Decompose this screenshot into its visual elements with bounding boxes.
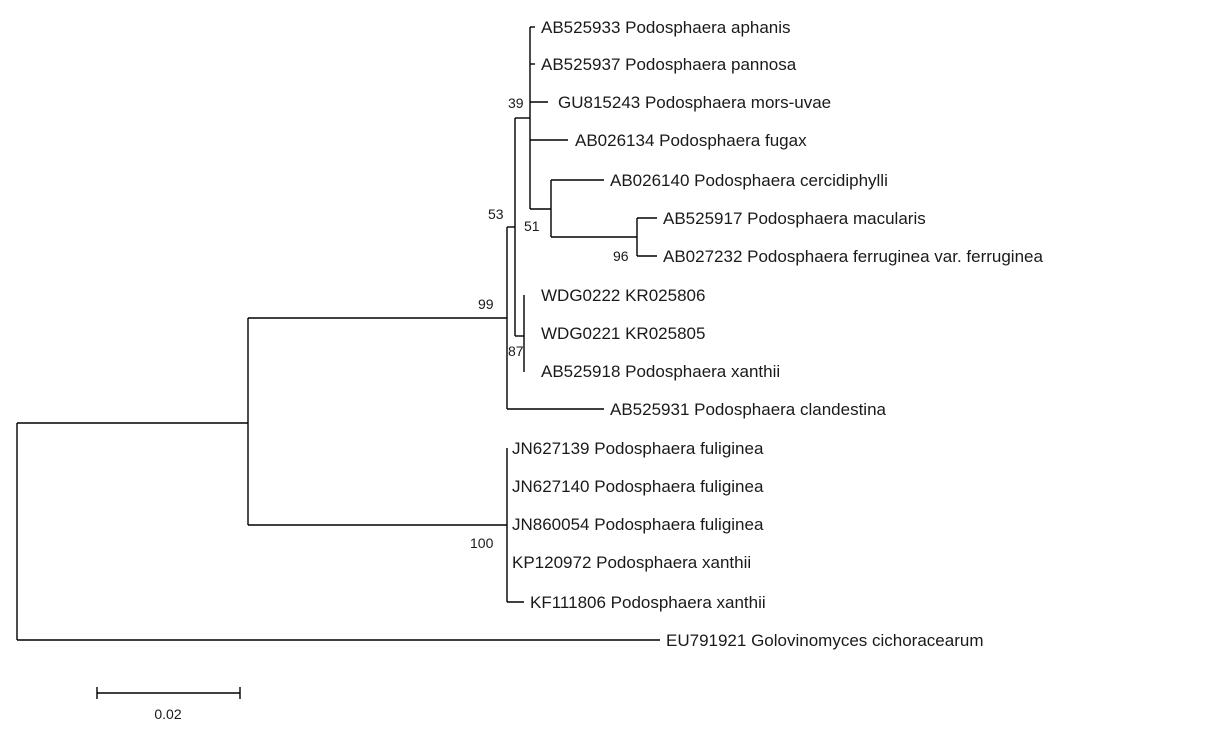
bootstrap-value: 99	[478, 296, 494, 312]
taxon-label: KF111806 Podosphaera xanthii	[530, 593, 766, 612]
scale-bar-label: 0.02	[154, 706, 181, 722]
taxon-labels: AB525933 Podosphaera aphanis AB525937 Po…	[512, 18, 1043, 650]
taxon-label: AB525918 Podosphaera xanthii	[541, 362, 780, 381]
taxon-label: AB026134 Podosphaera fugax	[575, 131, 807, 150]
bootstrap-value: 51	[524, 218, 540, 234]
taxon-label: WDG0222 KR025806	[541, 286, 705, 305]
taxon-label: AB026140 Podosphaera cercidiphylli	[610, 171, 888, 190]
taxon-label: JN627139 Podosphaera fuliginea	[512, 439, 764, 458]
taxon-label: WDG0221 KR025805	[541, 324, 705, 343]
taxon-label: GU815243 Podosphaera mors-uvae	[558, 93, 831, 112]
tree-branches	[16, 26, 660, 641]
taxon-label: AB525933 Podosphaera aphanis	[541, 18, 791, 37]
taxon-label: JN627140 Podosphaera fuliginea	[512, 477, 764, 496]
bootstrap-value: 53	[488, 206, 504, 222]
taxon-label: JN860054 Podosphaera fuliginea	[512, 515, 764, 534]
taxon-label: AB525917 Podosphaera macularis	[663, 209, 926, 228]
taxon-label: KP120972 Podosphaera xanthii	[512, 553, 751, 572]
scale-bar: 0.02	[96, 687, 241, 722]
bootstrap-value: 100	[470, 535, 494, 551]
bootstrap-values: 39 53 51 96 99 87 100	[470, 95, 629, 551]
taxon-label: EU791921 Golovinomyces cichoracearum	[666, 631, 984, 650]
taxon-label: AB525937 Podosphaera pannosa	[541, 55, 797, 74]
bootstrap-value: 87	[508, 343, 524, 359]
taxon-label: AB027232 Podosphaera ferruginea var. fer…	[663, 247, 1043, 266]
bootstrap-value: 39	[508, 95, 524, 111]
bootstrap-value: 96	[613, 248, 629, 264]
taxon-label: AB525931 Podosphaera clandestina	[610, 400, 887, 419]
